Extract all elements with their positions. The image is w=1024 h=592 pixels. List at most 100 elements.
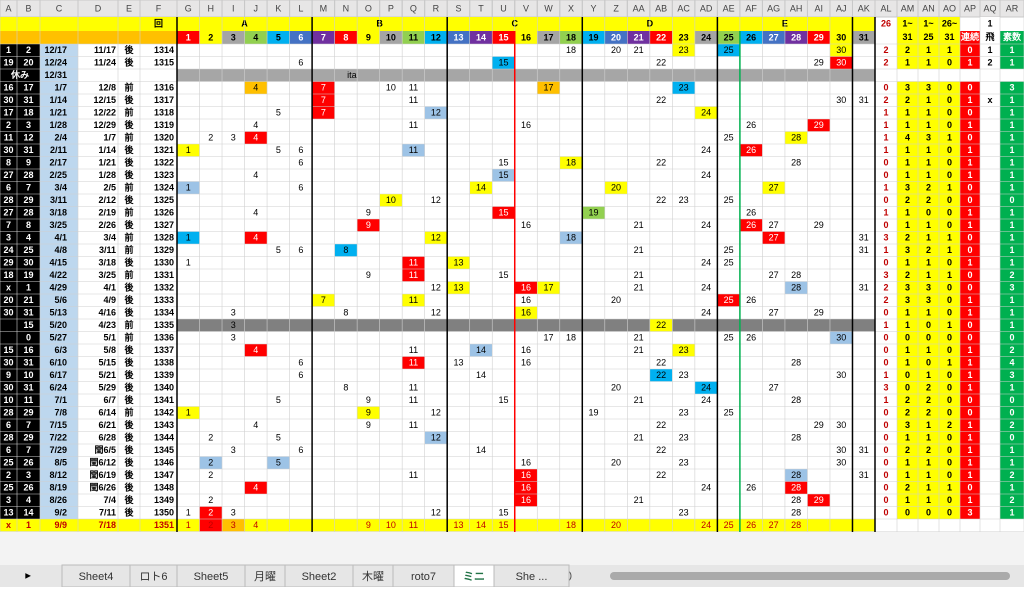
right-cell-bg [897, 394, 918, 407]
right-cell-bg [1000, 231, 1024, 244]
right-cell-bg [875, 294, 897, 307]
sheet-tab-label[interactable]: Sheet5 [194, 571, 229, 583]
right-cell: 0 [947, 370, 952, 380]
sheet-tab-label[interactable]: 木曜 [362, 570, 384, 583]
num-cell: 17 [544, 83, 554, 93]
right-cell-bg [918, 181, 939, 194]
right-cell-bg [897, 219, 918, 232]
num-cell: 6 [298, 158, 303, 168]
right-cell-bg [875, 281, 897, 294]
cell-f: 1334 [154, 308, 174, 318]
num-cell: 6 [298, 145, 303, 155]
cell-c: 1/14 [49, 95, 67, 105]
h-scrollbar[interactable] [610, 572, 1010, 580]
right-cell-bg [960, 481, 980, 494]
cell-f: 1314 [154, 45, 174, 55]
sheet-tab-label[interactable]: She ... [516, 571, 548, 583]
right-cell-bg [980, 44, 1000, 57]
cell-e: 前 [124, 82, 133, 93]
num-cell: 30 [836, 333, 846, 343]
col-letter: AQ [983, 3, 996, 13]
col-letter: AK [858, 3, 870, 13]
cell-b: 10 [23, 370, 33, 380]
cell-a: 2 [6, 470, 11, 480]
right-cell-bg [1000, 306, 1024, 319]
number-header: 28 [791, 32, 801, 42]
col-letter: M [320, 3, 328, 13]
cell-a: 30 [3, 308, 13, 318]
right-header-bg [939, 31, 960, 45]
right-cell-bg [939, 394, 960, 407]
cell-f: 1328 [154, 233, 174, 243]
right-cell: 3 [883, 383, 888, 393]
right-cell: 1 [883, 145, 888, 155]
num-cell-bg [177, 406, 200, 419]
number-header: 13 [453, 32, 463, 42]
tab-scroll[interactable]: ▸ [24, 571, 31, 582]
sheet-tab-label[interactable]: 月曜 [254, 570, 276, 583]
cell-e: 後 [124, 382, 134, 393]
right-cell-bg [897, 119, 918, 132]
num-cell-bg [807, 494, 830, 507]
c-cell [40, 244, 78, 257]
right-cell-bg [875, 456, 897, 469]
num-cell: 11 [409, 520, 418, 530]
sheet-tab-label[interactable]: ロト6 [139, 571, 167, 583]
cell-d: 閏6/19 [89, 470, 116, 480]
num-cell: 11 [409, 83, 418, 93]
row-fill [177, 319, 875, 332]
right-cell-bg [960, 181, 980, 194]
num-cell: 6 [298, 183, 303, 193]
c-cell [40, 81, 78, 94]
right-cell-bg [875, 306, 897, 319]
cell-a: 11 [4, 133, 14, 143]
num-cell: 22 [656, 95, 666, 105]
cell-d: 11/24 [94, 58, 116, 68]
cell-b: 8 [26, 220, 31, 230]
number-header-bg [199, 31, 223, 44]
ab-cell [0, 94, 40, 107]
number-header-bg [852, 31, 875, 44]
number-header-bg [627, 31, 650, 44]
cell-f: 1316 [154, 83, 174, 93]
cell-f: 1330 [154, 258, 174, 268]
num-cell-bg [807, 119, 830, 132]
num-cell: 12 [431, 195, 441, 205]
num-cell: 31 [859, 95, 869, 105]
num-cell: 17 [544, 283, 554, 293]
right-cell: 1 [1009, 158, 1014, 168]
right-cell-bg [939, 169, 960, 182]
right-cell-bg [875, 231, 897, 244]
right-cell-bg [918, 469, 939, 482]
num-cell: 25 [724, 295, 734, 305]
cell-c: 4/22 [49, 270, 67, 280]
sheet-tab-label[interactable]: Sheet4 [79, 571, 114, 583]
right-header: 31 [902, 32, 912, 42]
num-cell: 11 [409, 120, 418, 130]
right-cell-bg [918, 206, 939, 219]
cell-c: 12/17 [44, 45, 67, 55]
cell-b: 20 [23, 58, 33, 68]
ab-cell [0, 56, 40, 69]
num-cell: 11 [409, 395, 418, 405]
right-cell: 1 [1009, 245, 1014, 255]
right-cell-bg [918, 306, 939, 319]
c-cell [40, 69, 78, 82]
right-cell: 1 [967, 470, 972, 480]
sheet-tab-label[interactable]: Sheet2 [302, 571, 337, 583]
cell-c: 5/6 [54, 295, 67, 305]
sheet-tab-label[interactable]: roto7 [411, 571, 436, 583]
right-cell: 0 [883, 433, 888, 443]
cell-f: 1321 [154, 145, 174, 155]
right-cell: 2 [926, 445, 931, 455]
right-cell: 0 [947, 58, 952, 68]
num-cell: 14 [476, 345, 486, 355]
right-cell: 0 [947, 95, 952, 105]
right-cell-bg [875, 94, 897, 107]
right-cell: 0 [947, 195, 952, 205]
ab-cell [0, 431, 40, 444]
cell-a: 18 [3, 270, 13, 280]
right-cell: 0 [947, 295, 952, 305]
ab-cell [0, 444, 40, 457]
sheet-tab-label[interactable]: ミニ [463, 571, 485, 583]
